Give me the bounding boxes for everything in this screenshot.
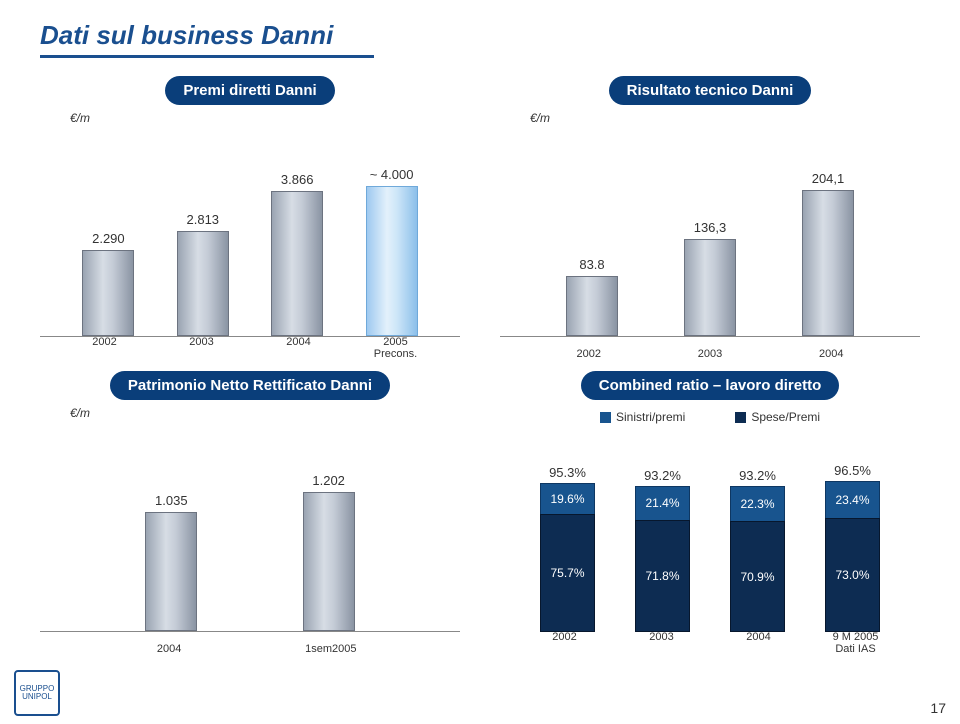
segment-spese: 73.0% — [825, 518, 880, 632]
stacked-bar-rect: 96.5%23.4%73.0% — [825, 481, 880, 632]
x-tick: 2002 — [556, 348, 621, 361]
chart1-unit: €/m — [70, 111, 90, 125]
segment-spese: 75.7% — [540, 514, 595, 632]
chart-premi-diretti: Premi diretti Danni €/m 2.290 2.813 3.866 ~… — [40, 76, 460, 361]
x-tick: 2004 — [799, 348, 864, 361]
x-tick: 2003 — [629, 631, 694, 656]
stacked-total-label: 93.2% — [644, 468, 681, 483]
chart-risultato-tecnico: Risultato tecnico Danni €/m 83.8 136,3 204… — [500, 76, 920, 361]
x-tick: 2005Precons. — [363, 336, 428, 361]
segment-label: 73.0% — [835, 568, 869, 582]
segment-spese: 70.9% — [730, 521, 785, 632]
swatch-spese — [735, 412, 746, 423]
chart-grid: Premi diretti Danni €/m 2.290 2.813 3.866 ~… — [40, 76, 920, 656]
x-tick: 9 M 2005Dati IAS — [823, 631, 888, 656]
chart2-title: Risultato tecnico Danni — [609, 76, 812, 105]
bar-rect — [303, 492, 355, 631]
stacked-bar-rect: 93.2%21.4%71.8% — [635, 486, 690, 632]
segment-sinistri: 19.6% — [540, 483, 595, 514]
bar-value-label: 204,1 — [812, 171, 845, 186]
x-tick: 2002 — [72, 336, 137, 361]
bar-value-label: 1.035 — [155, 493, 188, 508]
segment-label: 70.9% — [740, 570, 774, 584]
segment-label: 21.4% — [645, 496, 679, 510]
bar: 3.866 — [271, 172, 323, 336]
stacked-bar: 93.2%21.4%71.8% — [635, 486, 690, 632]
bar-value-label: 2.290 — [92, 231, 125, 246]
stacked-bar-rect: 95.3%19.6%75.7% — [540, 483, 595, 632]
legend-spese: Spese/Premi — [735, 410, 820, 424]
stacked-total-label: 96.5% — [834, 463, 871, 478]
bar-rect — [366, 186, 418, 336]
segment-sinistri: 23.4% — [825, 481, 880, 518]
footer: GRUPPO UNIPOL 17 — [14, 670, 946, 716]
x-tick: 2004 — [266, 336, 331, 361]
x-tick: 2002 — [532, 631, 597, 656]
legend-label-sinistri: Sinistri/premi — [616, 410, 685, 424]
bar-value-label: 3.866 — [281, 172, 314, 187]
page-number: 17 — [930, 700, 946, 716]
stacked-total-label: 93.2% — [739, 468, 776, 483]
bar: 1.202 — [303, 473, 355, 631]
chart1-title: Premi diretti Danni — [165, 76, 334, 105]
chart2-unit: €/m — [530, 111, 550, 125]
bar-rect — [82, 250, 134, 336]
bar-rect — [566, 276, 618, 336]
bar-value-label: 83.8 — [579, 257, 604, 272]
chart3-unit: €/m — [70, 406, 90, 420]
bar: 204,1 — [802, 171, 854, 336]
stacked-total-label: 95.3% — [549, 465, 586, 480]
bar-value-label: 136,3 — [694, 220, 727, 235]
bar-value-label: 2.813 — [187, 212, 220, 227]
bar-rect — [177, 231, 229, 336]
segment-spese: 71.8% — [635, 520, 690, 632]
bar: 83.8 — [566, 257, 618, 336]
x-tick: 2004 — [726, 631, 791, 656]
chart4-legend: Sinistri/premi Spese/Premi — [600, 410, 820, 424]
chart3-title: Patrimonio Netto Rettificato Danni — [110, 371, 390, 400]
segment-sinistri: 22.3% — [730, 486, 785, 521]
x-tick: 2004 — [137, 643, 202, 656]
chart4-title: Combined ratio – lavoro diretto — [581, 371, 840, 400]
bar: 1.035 — [145, 493, 197, 631]
logo: GRUPPO UNIPOL — [14, 670, 60, 716]
x-tick: 1sem2005 — [298, 643, 363, 656]
segment-label: 71.8% — [645, 569, 679, 583]
x-tick: 2003 — [678, 348, 743, 361]
legend-sinistri: Sinistri/premi — [600, 410, 685, 424]
title-rule — [40, 55, 374, 58]
stacked-bar: 96.5%23.4%73.0% — [825, 481, 880, 632]
stacked-bar: 95.3%19.6%75.7% — [540, 483, 595, 632]
bar: 2.290 — [82, 231, 134, 336]
segment-label: 22.3% — [740, 497, 774, 511]
page-title: Dati sul business Danni — [40, 20, 920, 51]
bar-value-label: 1.202 — [312, 473, 345, 488]
bar-rect — [802, 190, 854, 336]
stacked-bar-rect: 93.2%22.3%70.9% — [730, 486, 785, 632]
bar: ~ 4.000 — [366, 167, 418, 336]
logo-text: GRUPPO UNIPOL — [16, 685, 58, 702]
bar-value-label: ~ 4.000 — [370, 167, 414, 182]
segment-sinistri: 21.4% — [635, 486, 690, 519]
chart-combined-ratio: Combined ratio – lavoro diretto Sinistri… — [500, 371, 920, 656]
bar-rect — [684, 239, 736, 336]
stacked-bar: 93.2%22.3%70.9% — [730, 486, 785, 632]
segment-label: 19.6% — [550, 492, 584, 506]
segment-label: 23.4% — [835, 493, 869, 507]
bar: 136,3 — [684, 220, 736, 336]
bar-rect — [271, 191, 323, 336]
x-tick: 2003 — [169, 336, 234, 361]
bar: 2.813 — [177, 212, 229, 336]
swatch-sinistri — [600, 412, 611, 423]
chart-patrimonio-netto: Patrimonio Netto Rettificato Danni €/m 1… — [40, 371, 460, 656]
legend-label-spese: Spese/Premi — [751, 410, 820, 424]
segment-label: 75.7% — [550, 566, 584, 580]
bar-rect — [145, 512, 197, 631]
